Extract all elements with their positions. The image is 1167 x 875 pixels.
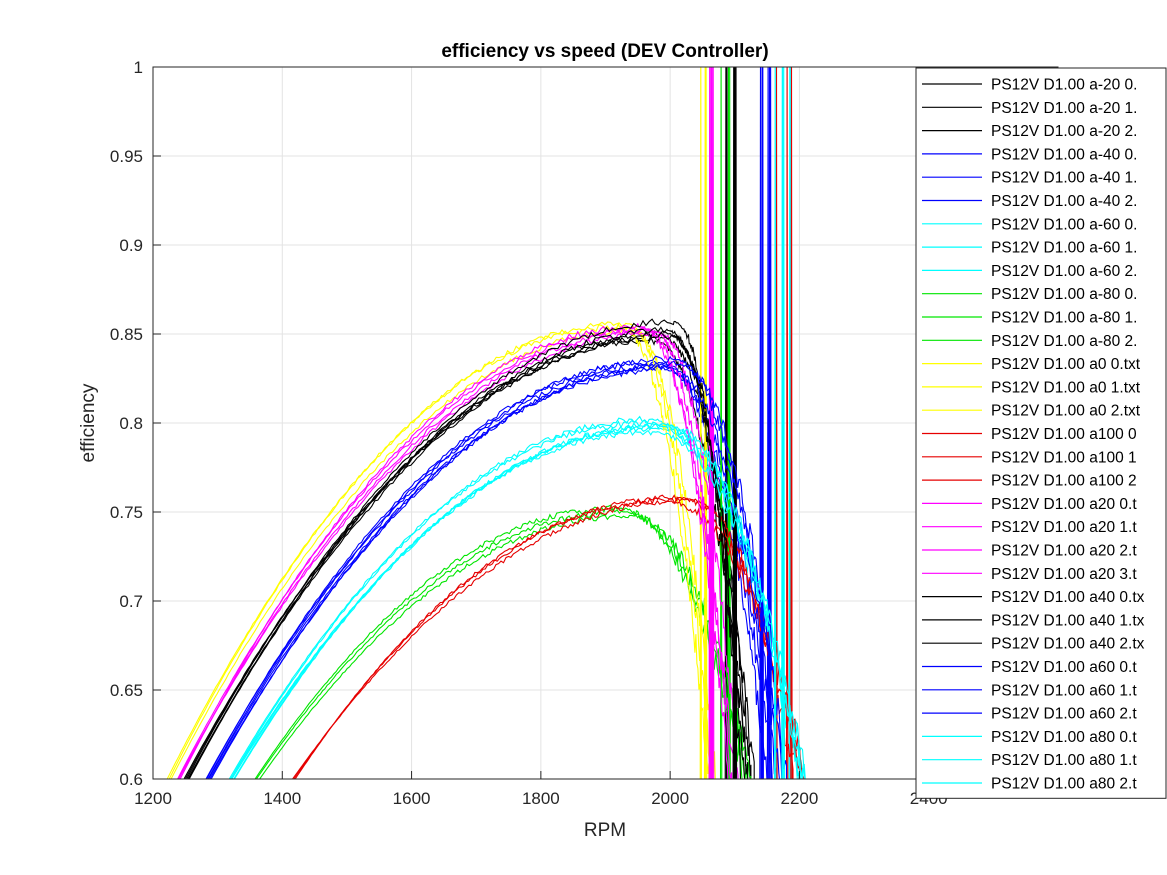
legend-entry-label: PS12V D1.00 a80 1.t xyxy=(991,752,1137,769)
legend-entry-label: PS12V D1.00 a80 0.t xyxy=(991,729,1137,746)
legend-entry-label: PS12V D1.00 a40 0.tx xyxy=(991,589,1145,606)
legend-entry-label: PS12V D1.00 a-80 0. xyxy=(991,286,1138,303)
series-layer xyxy=(166,67,806,779)
series-line xyxy=(294,67,805,779)
legend-entry-label: PS12V D1.00 a80 2.t xyxy=(991,776,1137,793)
series-line xyxy=(168,67,710,779)
x-tick-label: 1600 xyxy=(393,789,431,808)
legend-entry-label: PS12V D1.00 a-20 1. xyxy=(991,100,1138,117)
legend: PS12V D1.00 a-20 0. PS12V D1.00 a-20 1. PS… xyxy=(915,67,1167,799)
x-tick-label: 2000 xyxy=(651,789,689,808)
series-line xyxy=(205,67,783,779)
series-line xyxy=(166,67,713,779)
legend-entry-label: PS12V D1.00 a20 2.t xyxy=(991,543,1137,560)
legend-entry-label: PS12V D1.00 a-20 2. xyxy=(991,123,1138,140)
legend-entry-label: PS12V D1.00 a100 1 xyxy=(991,449,1137,466)
y-tick-label: 0.7 xyxy=(119,592,143,611)
series-line xyxy=(209,67,788,779)
legend-entry-label: PS12V D1.00 a100 0 xyxy=(991,426,1137,443)
series-line xyxy=(230,67,800,779)
x-tick-label: 2200 xyxy=(781,789,819,808)
x-tick-label: 1400 xyxy=(263,789,301,808)
legend-entry-label: PS12V D1.00 a-60 2. xyxy=(991,263,1138,280)
series-line xyxy=(259,67,752,779)
legend-entry-label: PS12V D1.00 a60 1.t xyxy=(991,682,1137,699)
legend-entry-label: PS12V D1.00 a60 2.t xyxy=(991,706,1137,723)
series-line xyxy=(177,67,739,779)
legend-entry-label: PS12V D1.00 a-60 1. xyxy=(991,240,1138,257)
legend-entry-label: PS12V D1.00 a-20 0. xyxy=(991,77,1138,94)
legend-entry-label: PS12V D1.00 a20 0.t xyxy=(991,496,1137,513)
legend-entry-label: PS12V D1.00 a20 1.t xyxy=(991,519,1137,536)
series-line xyxy=(179,67,735,779)
chart-title: efficiency vs speed (DEV Controller) xyxy=(441,41,768,62)
y-tick-label: 1 xyxy=(134,58,143,77)
series-line xyxy=(233,67,806,779)
legend-entry-label: PS12V D1.00 a-80 1. xyxy=(991,310,1138,327)
x-axis-title: RPM xyxy=(584,820,626,841)
legend-entry-label: PS12V D1.00 a40 1.tx xyxy=(991,612,1145,629)
y-tick-label: 0.6 xyxy=(119,770,143,789)
series-line xyxy=(292,67,794,779)
y-tick-label: 0.65 xyxy=(110,681,143,700)
y-tick-label: 0.9 xyxy=(119,236,143,255)
legend-entry-label: PS12V D1.00 a0 0.txt xyxy=(991,356,1141,373)
y-axis-title: efficiency xyxy=(78,383,99,462)
legend-entry-label: PS12V D1.00 a0 2.txt xyxy=(991,403,1141,420)
legend-entry-label: PS12V D1.00 a40 2.tx xyxy=(991,636,1145,653)
axis-ticks: 12001400160018002000220024000.60.650.70.… xyxy=(110,58,948,808)
legend-entry-label: PS12V D1.00 a-80 2. xyxy=(991,333,1138,350)
x-tick-label: 1800 xyxy=(522,789,560,808)
legend-entry-label: PS12V D1.00 a-60 0. xyxy=(991,216,1138,233)
y-tick-label: 0.8 xyxy=(119,414,143,433)
y-tick-label: 0.95 xyxy=(110,147,143,166)
series-line xyxy=(208,67,780,779)
legend-entry-label: PS12V D1.00 a100 2 xyxy=(991,473,1137,490)
y-tick-label: 0.75 xyxy=(110,503,143,522)
legend-entry-label: PS12V D1.00 a-40 1. xyxy=(991,170,1138,187)
legend-entry-label: PS12V D1.00 a20 3.t xyxy=(991,566,1137,583)
y-tick-label: 0.85 xyxy=(110,325,143,344)
legend-entry-label: PS12V D1.00 a60 0.t xyxy=(991,659,1137,676)
x-tick-label: 1200 xyxy=(134,789,172,808)
legend-entry-label: PS12V D1.00 a0 1.txt xyxy=(991,379,1141,396)
legend-entry-label: PS12V D1.00 a-40 0. xyxy=(991,146,1138,163)
legend-entry-label: PS12V D1.00 a-40 2. xyxy=(991,193,1138,210)
